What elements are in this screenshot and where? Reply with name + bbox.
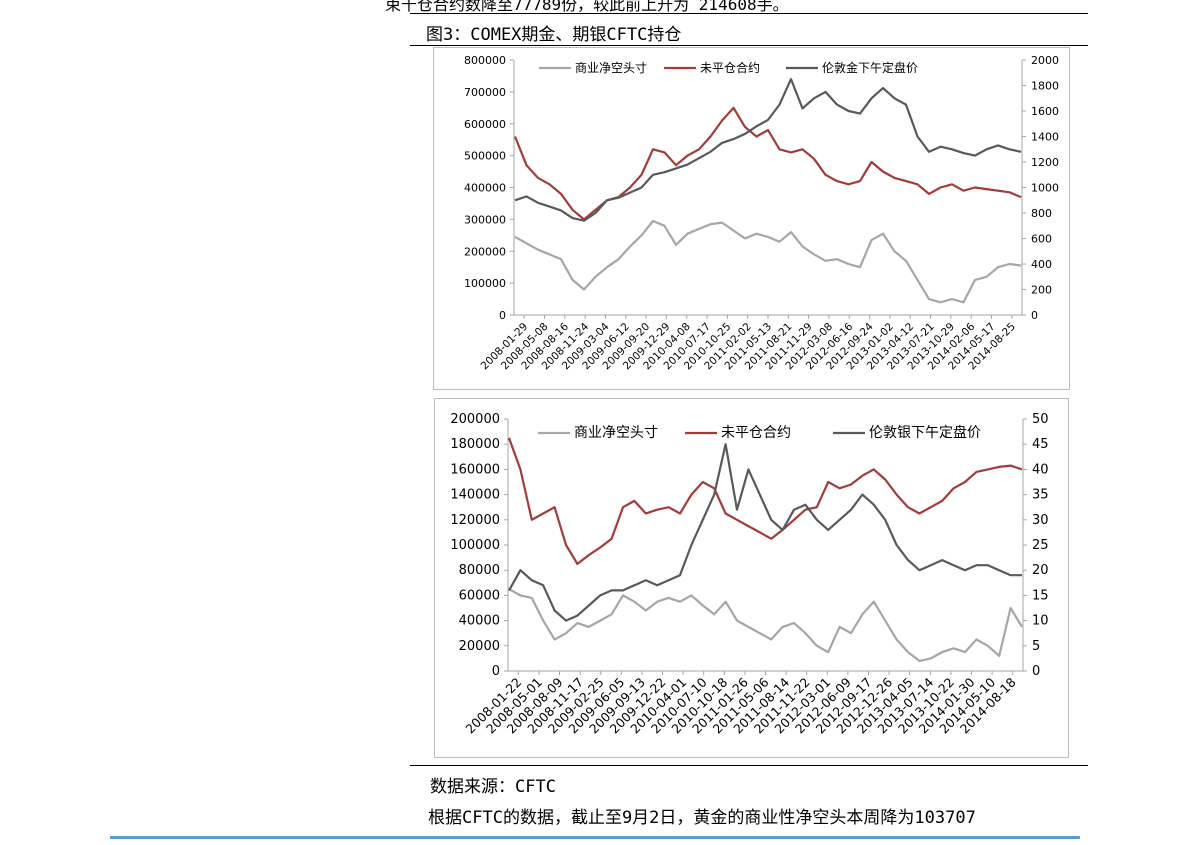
top-rule (410, 13, 1088, 14)
right-tick-label: 30 (1032, 513, 1049, 528)
right-tick-label: 800 (1031, 207, 1052, 220)
right-tick-label: 1600 (1031, 105, 1059, 118)
legend-label: 未平仓合约 (700, 60, 760, 75)
left-tick-label: 120000 (450, 513, 500, 528)
legend-label: 商业净空头寸 (575, 60, 647, 75)
gold-cftc-chart: 800000 700000 600000 500000 400000 300000 2000… (433, 47, 1070, 390)
series-line-1 (514, 219, 1022, 304)
clipped-previous-line: 束千仓合约数降至77789份，较此前上升为 214608手。 (385, 0, 789, 14)
body-paragraph: 根据CFTC的数据，截止至9月2日，黄金的商业性净空头本周降为103707 (428, 808, 976, 828)
series-line-3 (508, 443, 1022, 622)
right-tick-label: 0 (1032, 664, 1040, 679)
right-tick-label: 1200 (1031, 156, 1059, 169)
right-tick-label: 10 (1032, 614, 1049, 629)
right-tick-label: 600 (1031, 233, 1052, 246)
series-line-1 (508, 588, 1023, 662)
left-tick-label: 60000 (459, 588, 500, 603)
left-tick-label: 140000 (450, 488, 500, 503)
right-tick-label: 5 (1032, 639, 1040, 654)
footer-line (110, 836, 1080, 839)
silver-cftc-chart: 200000 180000 160000 140000 120000 100000 8000… (434, 398, 1069, 758)
figure-title-rule (410, 45, 1088, 46)
left-tick-label: 80000 (459, 563, 500, 578)
legend-label: 未平仓合约 (721, 425, 791, 441)
series-line-2 (507, 437, 1023, 565)
silver-cftc-chart-svg: 2000001800001600001400001200001000008000… (450, 412, 1049, 736)
right-tick-label: 15 (1032, 588, 1049, 603)
right-tick-label: 40 (1032, 462, 1049, 477)
right-tick-label: 35 (1032, 488, 1049, 503)
series-line-2 (513, 106, 1022, 221)
left-tick-label: 300000 (464, 213, 506, 226)
left-tick-label: 200000 (450, 412, 500, 427)
left-tick-label: 100000 (450, 538, 500, 553)
left-tick-label: 40000 (459, 614, 500, 629)
left-tick-label: 400000 (464, 182, 506, 195)
legend-label: 伦敦金下午定盘价 (822, 60, 918, 75)
right-tick-label: 1000 (1031, 182, 1059, 195)
right-tick-label: 1400 (1031, 131, 1059, 144)
left-tick-label: 180000 (450, 437, 500, 452)
right-tick-label: 25 (1032, 538, 1049, 553)
right-tick-label: 0 (1031, 309, 1038, 322)
right-tick-label: 200 (1031, 284, 1052, 297)
bottom-rule (410, 765, 1088, 766)
gold-cftc-chart-svg: 8000007000006000005000004000003000002000… (464, 54, 1059, 372)
right-tick-label: 45 (1032, 437, 1049, 452)
right-tick-label: 2000 (1031, 54, 1059, 67)
left-tick-label: 700000 (464, 86, 506, 99)
left-tick-label: 200000 (464, 245, 506, 258)
left-tick-label: 500000 (464, 150, 506, 163)
source-note: 数据来源：CFTC (430, 777, 556, 797)
figure-title: 图3：COMEX期金、期银CFTC持仓 (426, 25, 682, 45)
left-tick-label: 160000 (450, 462, 500, 477)
left-tick-label: 600000 (464, 118, 506, 131)
left-tick-label: 800000 (464, 54, 506, 67)
legend-label: 伦敦银下午定盘价 (869, 424, 981, 441)
left-tick-label: 0 (492, 664, 500, 679)
right-tick-label: 50 (1032, 412, 1049, 427)
legend-label: 商业净空头寸 (574, 425, 658, 441)
right-tick-label: 1800 (1031, 80, 1059, 93)
right-tick-label: 20 (1032, 563, 1049, 578)
left-tick-label: 100000 (464, 277, 506, 290)
series-line-3 (514, 78, 1022, 222)
right-tick-label: 400 (1031, 258, 1052, 271)
left-tick-label: 20000 (459, 639, 500, 654)
left-tick-label: 0 (499, 309, 506, 322)
